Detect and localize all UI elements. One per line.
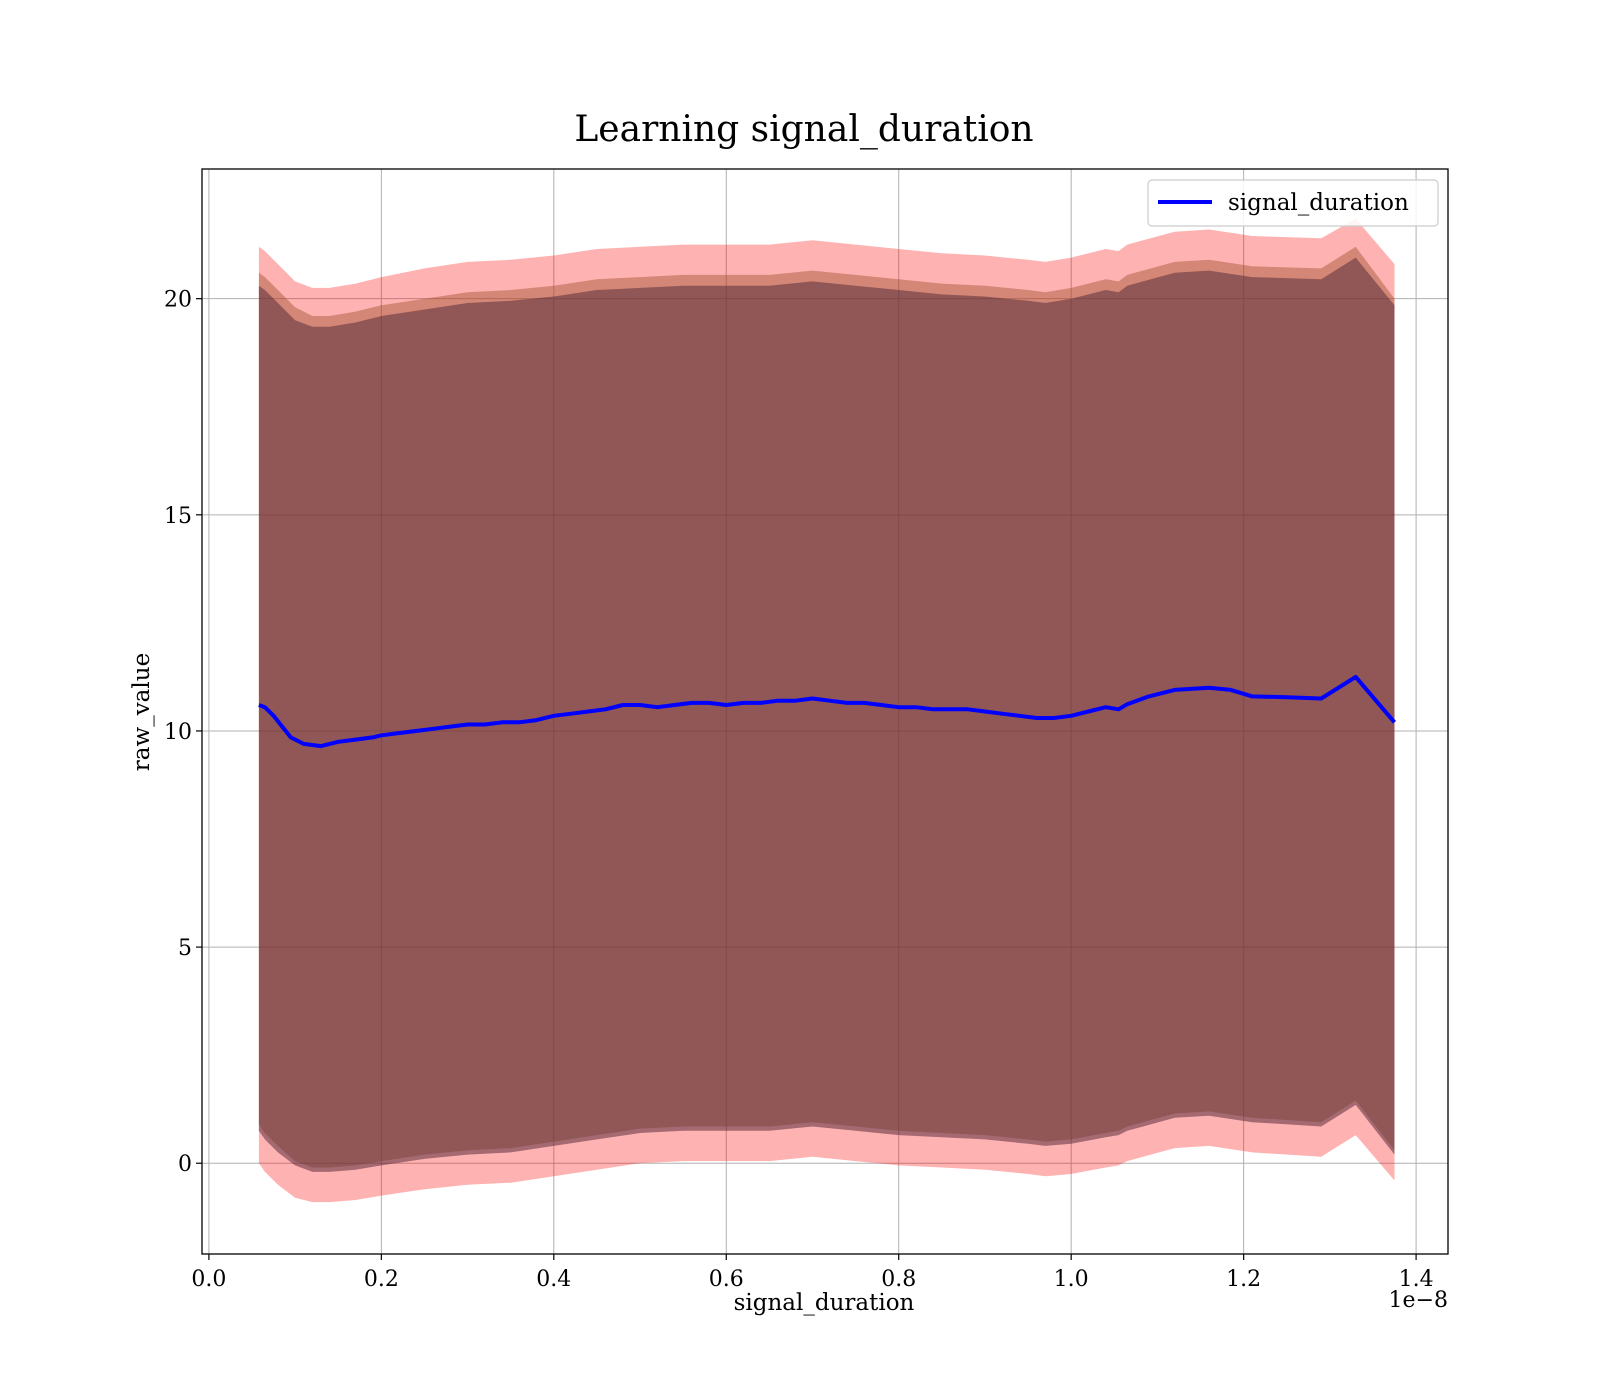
legend-label: signal_duration <box>1228 190 1409 216</box>
series-line-0 <box>258 674 1397 749</box>
ticks: 0.0 0.2 0.4 0.6 0.8 1.0 1.2 1.4 0 5 10 15 20 <box>164 288 1434 1292</box>
x-tick-label: 0.4 <box>536 1267 571 1292</box>
x-tick-label: 1.4 <box>1399 1267 1434 1292</box>
series-lines <box>258 674 1397 749</box>
legend: signal_duration <box>1147 179 1439 227</box>
y-tick-label: 5 <box>178 936 192 961</box>
x-tick-label: 1.2 <box>1226 1267 1261 1292</box>
chart-title: Learning signal_duration <box>574 109 1033 150</box>
x-tick-label: 0.6 <box>709 1267 744 1292</box>
confidence-band-2 <box>258 257 1395 1172</box>
x-tick-label: 0.2 <box>364 1267 399 1292</box>
x-offset-label: 1e−8 <box>1389 1288 1448 1313</box>
x-tick-label: 0.0 <box>191 1267 226 1292</box>
legend-box <box>1147 179 1439 227</box>
x-axis-label: signal_duration <box>734 1290 915 1316</box>
y-tick-label: 15 <box>164 504 192 529</box>
y-tick-label: 20 <box>164 288 192 313</box>
y-axis-label: raw_value <box>129 653 155 771</box>
x-tick-label: 1.0 <box>1054 1267 1089 1292</box>
confidence-bands <box>258 218 1395 1203</box>
x-tick-label: 0.8 <box>881 1267 916 1292</box>
plot-frame <box>201 168 1449 1255</box>
y-tick-label: 10 <box>164 720 192 745</box>
y-tick-label: 0 <box>178 1152 192 1177</box>
plot-area: 0.0 0.2 0.4 0.6 0.8 1.0 1.2 1.4 0 5 10 15 20 <box>164 168 1449 1292</box>
